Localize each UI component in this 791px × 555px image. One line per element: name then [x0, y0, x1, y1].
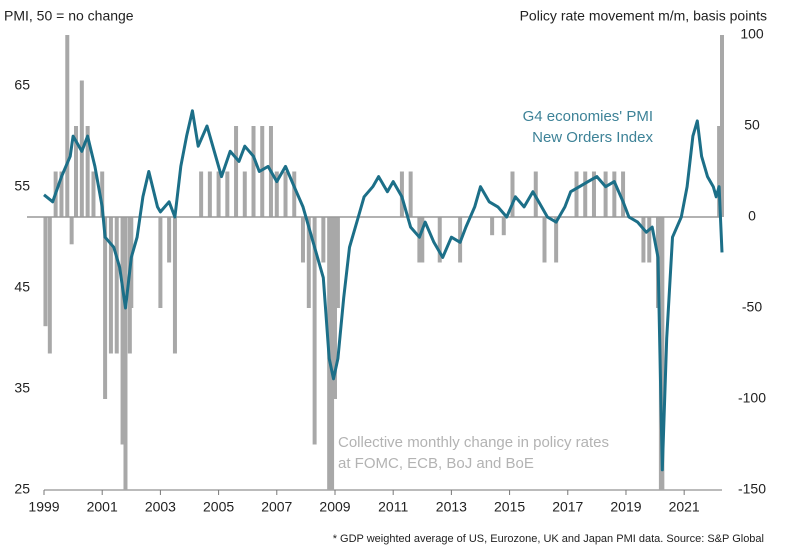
line-annotation: New Orders Index [532, 129, 653, 146]
bar [242, 171, 247, 217]
x-tick-label: 1999 [28, 499, 59, 515]
y-tick-label: 55 [14, 177, 30, 193]
bar [91, 171, 96, 217]
y-tick-label: 65 [14, 76, 30, 92]
bar [108, 217, 113, 354]
y-tick-label: 35 [14, 380, 30, 396]
bar [47, 217, 52, 354]
x-tick-label: 2001 [87, 499, 118, 515]
bar [59, 171, 64, 217]
pmi-line [43, 109, 724, 472]
bar [225, 171, 230, 217]
bar [330, 217, 335, 490]
bar [420, 217, 425, 263]
bar [306, 217, 311, 308]
y-tick-label: 25 [14, 481, 30, 497]
bar [114, 217, 119, 354]
bar [283, 171, 288, 217]
bar [199, 171, 204, 217]
y2-tick-label: -100 [738, 390, 766, 406]
bar [158, 217, 163, 308]
bar [167, 217, 172, 263]
bar [332, 217, 337, 399]
bar [100, 171, 105, 217]
x-tick-label: 2005 [203, 499, 234, 515]
bar [641, 217, 646, 263]
bar [216, 171, 221, 217]
bar [621, 171, 626, 217]
bar [490, 217, 495, 236]
bar [274, 171, 279, 217]
bar [591, 171, 596, 217]
bar [103, 217, 108, 399]
bar-annotation: Collective monthly change in policy rate… [338, 434, 609, 451]
bar [574, 171, 579, 217]
bar [583, 171, 588, 217]
bar [717, 126, 722, 217]
x-tick-label: 2021 [669, 499, 700, 515]
bar [417, 217, 422, 263]
y2-tick-label: -150 [738, 481, 766, 497]
bar [292, 171, 297, 217]
bar-annotation: at FOMC, ECB, BoJ and BoE [338, 455, 534, 472]
bar [234, 126, 239, 217]
x-tick-label: 2019 [610, 499, 641, 515]
bar [437, 217, 442, 263]
x-tick-label: 2003 [145, 499, 176, 515]
bar [554, 217, 559, 263]
y2-tick-label: -50 [742, 299, 762, 315]
bar [408, 171, 413, 217]
bar [612, 171, 617, 217]
bar [603, 171, 608, 217]
y2-tick-label: 100 [740, 26, 764, 42]
bar [542, 217, 547, 263]
y2-tick-label: 0 [748, 208, 756, 224]
x-tick-label: 2007 [261, 499, 292, 515]
bar [123, 217, 128, 490]
bar [85, 126, 90, 217]
line-annotation: G4 economies' PMI [523, 108, 653, 125]
y2-tick-label: 50 [744, 117, 760, 133]
bar [172, 217, 177, 354]
bar [510, 171, 515, 217]
bar [74, 126, 79, 217]
x-tick-label: 2011 [378, 499, 408, 515]
bar [43, 217, 48, 327]
x-tick-label: 2013 [436, 499, 467, 515]
y-tick-label: 45 [14, 278, 30, 294]
y-axis-title: PMI, 50 = no change [4, 8, 134, 24]
bar [120, 217, 125, 445]
bar [321, 217, 326, 263]
bar [65, 35, 70, 217]
bar [335, 217, 340, 308]
bar [647, 217, 652, 263]
bar [720, 35, 724, 217]
bar [660, 217, 665, 490]
x-tick-label: 2017 [552, 499, 583, 515]
footnote: * GDP weighted average of US, Eurozone, … [333, 533, 764, 545]
bar [312, 217, 317, 445]
y2-axis-title: Policy rate movement m/m, basis points [520, 8, 767, 24]
bar [251, 126, 256, 217]
bar [300, 217, 305, 263]
x-tick-label: 2009 [319, 499, 350, 515]
bar [69, 217, 74, 245]
x-tick-label: 2015 [494, 499, 525, 515]
bar [501, 217, 506, 236]
bar [207, 171, 212, 217]
